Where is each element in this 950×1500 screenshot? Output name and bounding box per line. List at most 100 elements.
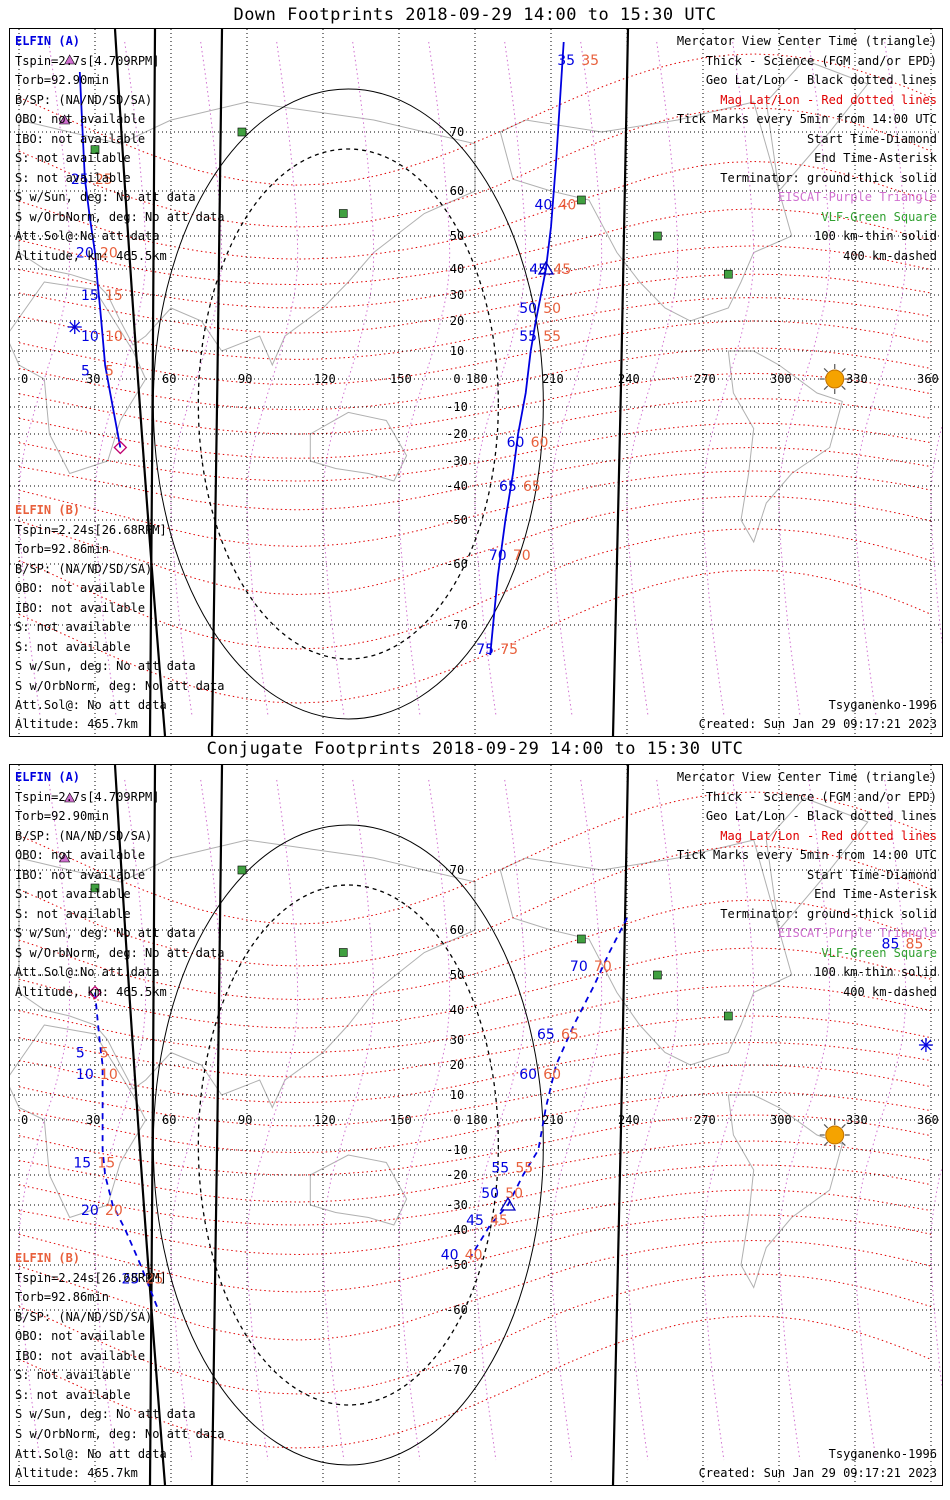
axis-labels: 0 30 60 90 120 150 180 210 240 270 300 330 360706050… (21, 863, 939, 1377)
sun-ray (823, 1123, 829, 1129)
landmass-outline (309, 1154, 408, 1226)
elfin-b-s1: S: not available (15, 1368, 131, 1382)
lon-tick-label: 150 (390, 1113, 412, 1127)
track-time-label-b: 85 (906, 937, 924, 953)
lat-tick-label: -70 (446, 618, 468, 632)
sun-disc (825, 369, 845, 389)
vlf-station-marker (577, 195, 586, 205)
lat-tick-label: -30 (446, 454, 468, 468)
elfin-b-orbnorm: S w/OrbNorm, deg: No att data (15, 678, 225, 693)
elfin-a-torb: Torb=92.90min (15, 73, 109, 87)
lat-tick-label: 30 (450, 1033, 464, 1047)
footer-right: Tsyganenko-1996 Created: Sun Jan 29 09:1… (699, 696, 937, 734)
mag-lon-line (398, 779, 451, 1461)
eiscat-station-marker (64, 792, 76, 803)
lon-tick-label: 60 (162, 1113, 176, 1127)
lon-tick-label: 330 (846, 1113, 868, 1127)
terminator-line (611, 29, 630, 736)
geo-grid (10, 765, 942, 1485)
lat-tick-label: 40 (450, 1003, 464, 1017)
vlf-station-marker (90, 145, 100, 154)
lon-tick-label: 270 (694, 372, 716, 386)
terminator (113, 765, 630, 1485)
track-time-label-a: 55 (491, 1161, 509, 1177)
elfin-a-bsp: B/SP: (NA/ND/SD/SA) (15, 828, 153, 843)
axis-labels: 0 30 60 90 120 150 180 210 240 270 300 330 360706050… (21, 125, 939, 632)
lat-tick-label: 70 (450, 125, 464, 139)
mag-lon-line (246, 779, 299, 1461)
track-time-label-a: 75 (476, 642, 494, 658)
mag-lat-line (18, 470, 932, 547)
lat-tick-label: -40 (446, 479, 468, 493)
elfin-b-sun: S w/Sun, deg: No att data (15, 1407, 196, 1421)
elfin-b-orbnorm: S w/OrbNorm, deg: No att data (15, 1426, 225, 1441)
lat-tick-label: -50 (446, 513, 468, 527)
elfin-a-name: ELFIN (A) (15, 770, 81, 784)
elfin-b-info: ELFIN (B) Tspin=2.24s[26.68RPM] Torb=92.… (15, 1249, 225, 1444)
track-time-label-b: 25 (95, 172, 113, 188)
elfin-b-name: ELFIN (B) (15, 1251, 81, 1265)
track-time-label-b: 40 (465, 1248, 483, 1264)
terminator-line (148, 765, 157, 1485)
track-time-label-b: 65 (523, 479, 541, 495)
sun-ray (823, 1141, 829, 1147)
elfin-a-s2: S: not available (15, 170, 131, 185)
track-time-label-b: 75 (500, 642, 518, 658)
lat-tick-label: -20 (446, 427, 468, 441)
track-time-label-b: 55 (543, 329, 561, 345)
elfin-a-orbnorm: S w/OrbNorm, deg: No att data (15, 209, 225, 224)
track-time-label-a: 25 (122, 1272, 140, 1288)
elfin-b-s2: S: not available (15, 1387, 131, 1402)
elfin-b-footer: Att.Sol@: No att data Altitude: 465.7km (15, 696, 167, 734)
lat-tick-label: -10 (446, 400, 468, 414)
asterisk-stroke (920, 1039, 932, 1051)
landmass-outline (18, 101, 476, 367)
track-markers (88, 985, 517, 1211)
track-time-label-b: 70 (513, 548, 531, 564)
landmass-outline (727, 350, 843, 544)
sun-icon (819, 364, 850, 394)
elfin-a-altitude: Altitude, km: 465.5km (15, 984, 167, 999)
track-time-label-a: 40 (441, 1248, 459, 1264)
track-time-label-a: 5 (76, 1046, 85, 1062)
mag-lon-line (94, 779, 147, 1461)
lat-tick-label: 0 (453, 1113, 460, 1127)
elfin-b-bsp: B/SP: (NA/ND/SD/SA) (15, 561, 153, 576)
track-time-label-a: 65 (499, 479, 517, 495)
elfin-b-footer: Att.Sol@: No att data Altitude: 465.7km (15, 1445, 167, 1483)
elfin-a-tspin: Tspin=2.7s[4.709RPM] (15, 53, 160, 68)
lon-tick-label: 360 (917, 372, 939, 386)
track-time-label-a: 10 (81, 329, 99, 345)
sun-icon (819, 1120, 850, 1150)
conjugate-footprints-title: Conjugate Footprints 2018-09-29 14:00 to… (206, 739, 744, 759)
lon-tick-label: 150 (390, 372, 412, 386)
elfin-b-torb: Torb=92.86min (15, 542, 109, 556)
lat-tick-label: 70 (450, 863, 464, 877)
track-time-label-b: 25 (146, 1272, 164, 1288)
lon-tick-label: 330 (846, 372, 868, 386)
lat-tick-label: 60 (450, 923, 464, 937)
legend-item: Terminator: ground-thick solid (720, 906, 937, 921)
elfin-b-tspin: Tspin=2.24s[26.68RPM] (15, 1270, 167, 1285)
track-time-label-a: 20 (81, 1203, 99, 1219)
track-time-label-a: 60 (519, 1067, 537, 1083)
track-time-label-b: 60 (543, 1067, 561, 1083)
elfin-b-s1: S: not available (15, 620, 131, 634)
lon-tick-label: 30 (86, 1113, 100, 1127)
lon-tick-label: 0 (21, 372, 28, 386)
lon-tick-label: 240 (618, 372, 640, 386)
lat-tick-label: -60 (446, 557, 468, 571)
terminator-line (113, 29, 167, 736)
track-time-label-a: 5 (81, 364, 90, 380)
lon-tick-label: 210 (542, 1113, 564, 1127)
elfin-b-s2: S: not available (15, 639, 131, 654)
lat-tick-label: 50 (450, 229, 464, 243)
lat-tick-label: 50 (450, 968, 464, 982)
sun-ray (823, 385, 829, 391)
mag-lon-line (930, 1166, 942, 1391)
lon-tick-label: 360 (917, 1113, 939, 1127)
track-time-label-b: 40 (558, 198, 576, 214)
landmass-outline (10, 281, 147, 475)
track-time-label-a: 40 (534, 198, 552, 214)
